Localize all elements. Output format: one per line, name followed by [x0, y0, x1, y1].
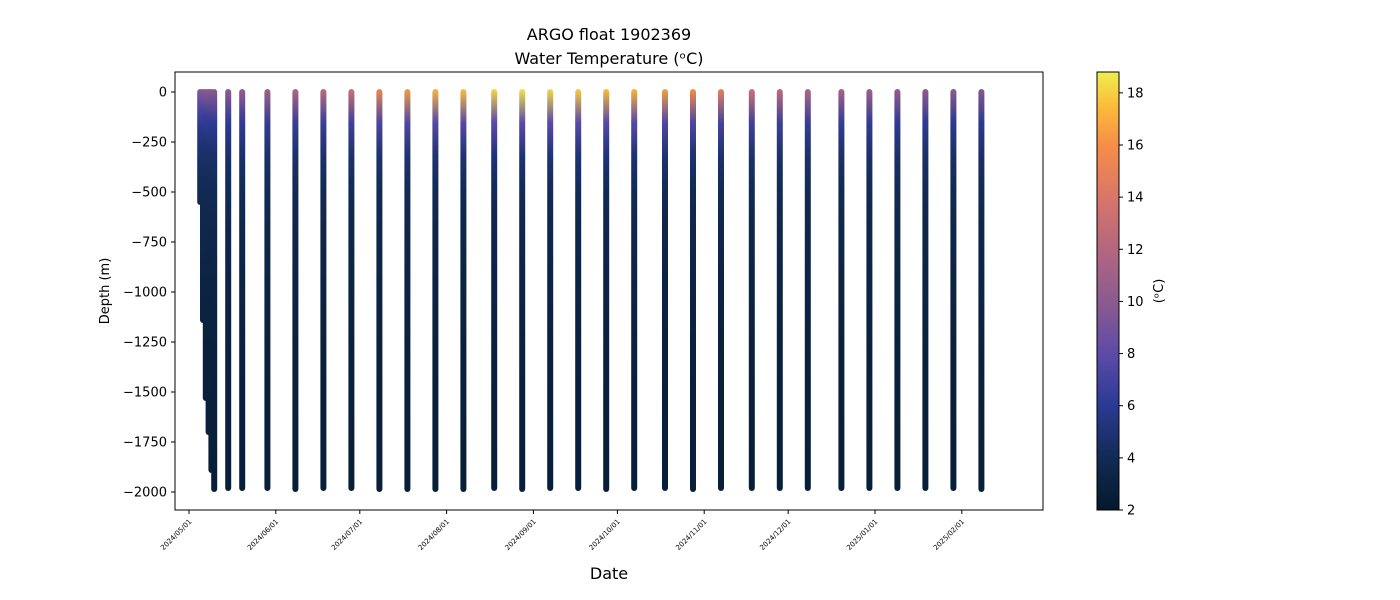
- profile-bar: [662, 89, 668, 491]
- chart-title: ARGO float 1902369: [527, 25, 691, 44]
- profile-bar: [547, 89, 554, 491]
- colorbar-tick-label: 4: [1127, 451, 1135, 466]
- x-axis: 2024/05/01 2024/06/01 2024/07/01 2024/08/01…: [159, 510, 966, 552]
- y-tick-label: −250: [131, 136, 167, 151]
- profile-bar: [376, 89, 383, 492]
- chart-subtitle: Water Temperature (ᵒC): [514, 49, 703, 68]
- profile-column: [748, 89, 755, 491]
- profile-bar: [211, 89, 218, 492]
- colorbar-tick-label: 8: [1127, 347, 1135, 362]
- profile-bar: [491, 89, 498, 491]
- x-tick-label: 2024/07/01: [330, 518, 364, 552]
- colorbar: [1096, 71, 1120, 511]
- profile-column: [838, 89, 845, 491]
- x-tick-label: 2025/02/01: [932, 518, 966, 552]
- profile-bar: [894, 89, 901, 491]
- profile-column: [348, 89, 355, 491]
- x-tick-label: 2024/05/01: [159, 518, 193, 552]
- colorbar-label: (ᵒC): [1152, 279, 1167, 304]
- profile-bar: [631, 89, 638, 491]
- profile-bar: [603, 89, 610, 492]
- profile-column: [922, 89, 929, 491]
- profile-column: [547, 89, 554, 491]
- profile-column: [662, 89, 668, 491]
- x-axis-label: Date: [590, 564, 628, 583]
- profile-column: [575, 89, 582, 491]
- profile-column: [690, 89, 696, 492]
- profile-bar: [838, 89, 845, 491]
- profile-bar: [225, 89, 232, 491]
- profile-column: [211, 89, 218, 492]
- colorbar-tick-label: 2: [1127, 504, 1135, 519]
- profile-bar: [348, 89, 355, 491]
- profile-column: [804, 89, 811, 491]
- profile-column: [460, 89, 467, 492]
- profile-column: [225, 89, 232, 491]
- y-tick-label: −1250: [123, 336, 167, 351]
- profile-bar: [320, 89, 327, 491]
- profile-bar: [922, 89, 929, 491]
- profile-column: [376, 89, 383, 492]
- profile-column: [631, 89, 638, 491]
- profile-bar: [575, 89, 582, 491]
- profile-column: [603, 89, 610, 492]
- x-tick-label: 2024/11/01: [674, 518, 708, 552]
- y-tick-label: −1750: [123, 436, 167, 451]
- colorbar-axis: 2 4 6 8 10 12 14 16 18: [1119, 86, 1144, 519]
- x-tick-label: 2024/06/01: [246, 518, 280, 552]
- profile-column: [404, 89, 411, 492]
- x-tick-label: 2024/10/01: [588, 518, 622, 552]
- profile-bar: [690, 89, 696, 492]
- y-tick-label: −1000: [123, 286, 167, 301]
- y-tick-label: −2000: [123, 486, 167, 501]
- profile-column: [239, 89, 246, 491]
- profile-bar: [432, 89, 439, 492]
- x-tick-label: 2024/09/01: [504, 518, 538, 552]
- profile-column: [320, 89, 327, 491]
- profile-bar: [978, 89, 985, 492]
- profile-bar: [292, 89, 299, 492]
- profile-column: [292, 89, 299, 492]
- colorbar-tick-label: 6: [1127, 399, 1135, 414]
- colorbar-tick-label: 18: [1127, 86, 1144, 101]
- profile-bar: [460, 89, 467, 492]
- profile-bar: [866, 89, 873, 491]
- profile-bar: [748, 89, 755, 491]
- profile-bar: [404, 89, 411, 492]
- profile-bar: [264, 89, 271, 491]
- y-tick-label: −750: [131, 236, 167, 251]
- x-tick-label: 2024/12/01: [758, 518, 792, 552]
- x-tick-label: 2024/08/01: [417, 518, 451, 552]
- y-tick-label: 0: [159, 86, 167, 101]
- profile-bar: [776, 89, 783, 491]
- profile-column: [718, 89, 724, 491]
- profile-column: [866, 89, 873, 491]
- profile-column: [519, 89, 526, 492]
- colorbar-tick-label: 16: [1127, 139, 1144, 154]
- colorbar-tick-label: 10: [1127, 295, 1144, 310]
- profile-column: [776, 89, 783, 491]
- profile-bar: [519, 89, 526, 492]
- y-axis-label: Depth (m): [98, 258, 113, 325]
- y-tick-label: −500: [131, 186, 167, 201]
- x-tick-label: 2025/01/01: [845, 518, 879, 552]
- colorbar-tick-label: 12: [1127, 243, 1144, 258]
- y-axis: 0 −250 −500 −750 −1000 −1250 −1500 −1750 −2000: [123, 86, 175, 501]
- y-tick-label: −1500: [123, 386, 167, 401]
- profile-bar: [950, 89, 957, 491]
- profile-column: [432, 89, 439, 492]
- profile-bar: [804, 89, 811, 491]
- profile-column: [264, 89, 271, 491]
- profile-column: [491, 89, 498, 491]
- profile-column: [950, 89, 957, 491]
- profile-column: [978, 89, 985, 492]
- profile-bar: [239, 89, 246, 491]
- profiles-layer: [197, 89, 985, 492]
- profile-column: [894, 89, 901, 491]
- profile-bar: [718, 89, 724, 491]
- colorbar-tick-label: 14: [1127, 191, 1144, 206]
